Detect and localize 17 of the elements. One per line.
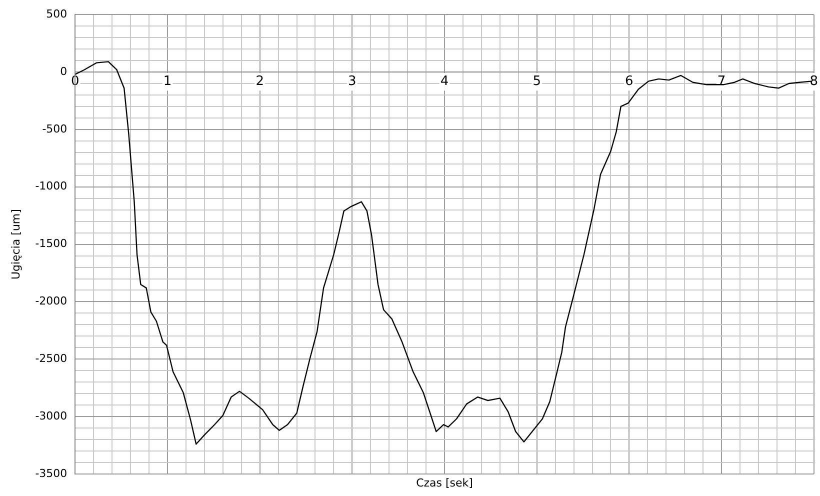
y-tick-label: -3500: [35, 466, 68, 480]
y-tick-label: -1500: [35, 237, 68, 250]
y-tick-label: -1000: [35, 180, 68, 193]
x-tick-label: 1: [163, 74, 172, 90]
x-tick-label: 6: [625, 74, 634, 90]
x-tick-label: 5: [532, 74, 541, 90]
y-tick-label: 500: [46, 7, 68, 20]
y-tick-label: -500: [42, 122, 68, 136]
y-tick-label: -2500: [35, 352, 68, 366]
x-axis-title: Czas [sek]: [416, 476, 473, 490]
y-tick-label: -3000: [35, 409, 68, 422]
x-tick-label: 2: [256, 74, 264, 90]
y-tick-label: 0: [60, 64, 68, 78]
y-axis-title: Ugięcia [um]: [9, 209, 22, 280]
x-tick-label: 4: [440, 74, 449, 90]
x-tick-label: 3: [348, 74, 356, 90]
y-tick-label: -2000: [35, 294, 68, 308]
